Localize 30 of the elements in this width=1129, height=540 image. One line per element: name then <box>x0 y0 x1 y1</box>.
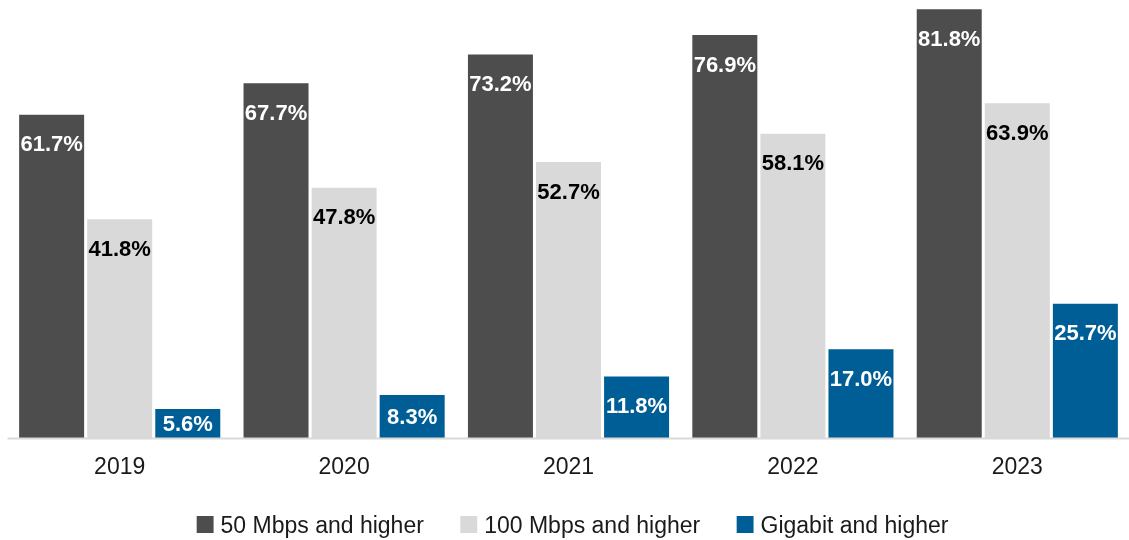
data-label: 81.8% <box>918 25 981 51</box>
data-label: 61.7% <box>20 131 83 157</box>
bar <box>916 9 982 439</box>
bar <box>692 35 758 439</box>
data-label: 73.2% <box>469 70 532 96</box>
data-label: 17.0% <box>829 365 893 391</box>
data-label: 8.3% <box>387 404 438 430</box>
bar <box>1052 303 1118 439</box>
legend-label: 100 Mbps and higher <box>484 511 701 538</box>
legend-label: Gigabit and higher <box>760 511 949 538</box>
data-label: 5.6% <box>162 411 213 437</box>
bar <box>19 114 85 439</box>
bar <box>467 54 533 439</box>
x-tick-label: 2022 <box>767 452 819 479</box>
data-label: 52.7% <box>537 178 600 204</box>
x-tick-label: 2021 <box>542 452 595 479</box>
data-label: 25.7% <box>1054 320 1117 346</box>
data-label: 67.7% <box>244 99 308 125</box>
x-tick-label: 2020 <box>318 452 370 479</box>
bar <box>828 349 894 439</box>
x-tick-label: 2023 <box>991 452 1043 479</box>
data-label: 11.8% <box>605 393 668 419</box>
data-label: 41.8% <box>88 235 151 261</box>
data-label: 63.9% <box>986 119 1049 145</box>
x-tick-label: 2019 <box>94 452 146 479</box>
legend-label: 50 Mbps and higher <box>220 511 425 538</box>
data-label: 76.9% <box>693 51 757 77</box>
data-label: 47.8% <box>312 204 376 230</box>
data-label: 58.1% <box>761 150 825 176</box>
bar <box>243 83 309 439</box>
